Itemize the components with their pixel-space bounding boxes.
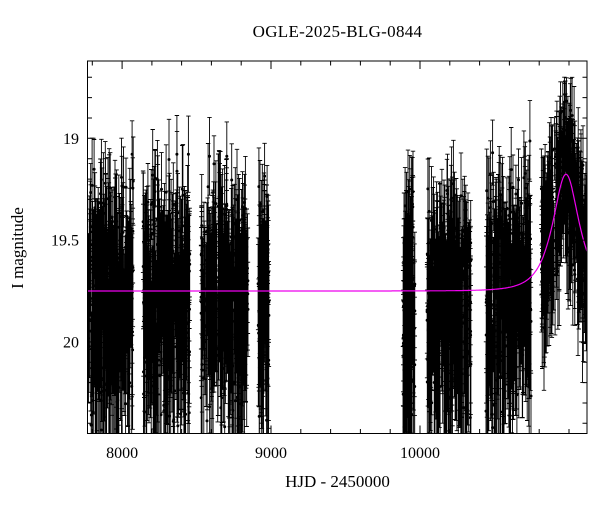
plot-frame bbox=[87, 60, 588, 434]
x-tick-label: 9000 bbox=[255, 445, 287, 462]
data-points-group bbox=[87, 76, 587, 434]
season-4 bbox=[255, 142, 272, 434]
y-tick-label: 19.5 bbox=[51, 233, 79, 250]
x-tick-label: 10000 bbox=[400, 445, 440, 462]
season-2 bbox=[140, 115, 192, 434]
y-tick-label: 19 bbox=[63, 131, 79, 148]
season-7 bbox=[483, 100, 534, 434]
season-8 bbox=[539, 76, 587, 391]
season-1 bbox=[87, 120, 136, 434]
season-5 bbox=[400, 149, 417, 434]
x-tick-label: 8000 bbox=[106, 445, 138, 462]
season-6 bbox=[424, 139, 474, 434]
axes bbox=[87, 60, 588, 434]
model-curve bbox=[87, 173, 587, 292]
x-axis-label: HJD - 2450000 bbox=[285, 472, 390, 491]
x-tick-labels: 8000 9000 10000 bbox=[106, 445, 440, 462]
y-tick-labels: 19 19.5 20 bbox=[51, 131, 79, 352]
season-3 bbox=[198, 116, 251, 434]
y-tick-label: 20 bbox=[63, 334, 79, 351]
chart-title: OGLE-2025-BLG-0844 bbox=[252, 22, 423, 41]
